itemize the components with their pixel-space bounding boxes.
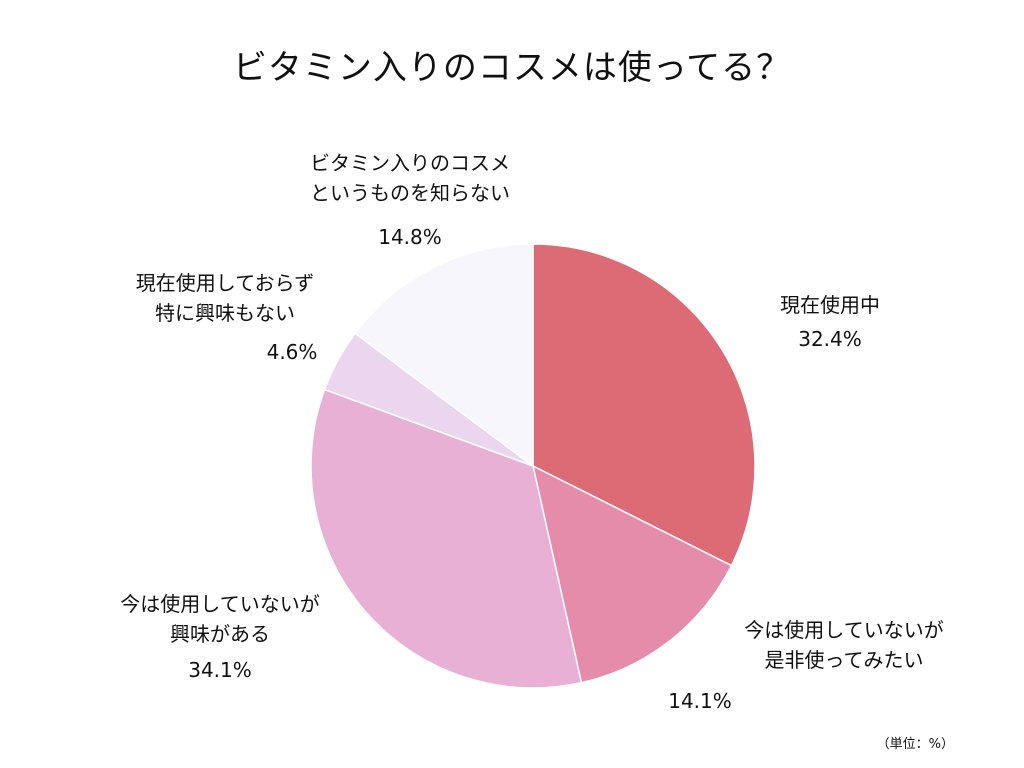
pie-slice-1 <box>531 464 733 684</box>
slice-label-line: ビタミン入りのコスメ <box>310 151 510 175</box>
slice-percent: 14.8% <box>378 225 442 249</box>
pie-slice-4 <box>354 243 534 468</box>
slice-label-interested: 今は使用していないが 興味がある 34.1% <box>90 589 350 685</box>
slice-label-line: 現在使用中 <box>780 293 880 317</box>
slice-percent: 34.1% <box>188 658 252 682</box>
chart-title: ビタミン入りのコスメは使ってる？ <box>232 48 792 88</box>
slice-label-line: 今は使用していないが <box>744 618 944 642</box>
slice-percent-not-interested: 4.6% <box>266 340 318 364</box>
slice-label-line: 今は使用していないが <box>120 592 320 616</box>
slice-label-not-interested: 現在使用しておらず 特に興味もない <box>100 268 350 328</box>
slice-percent-want-to-try: 14.1% <box>668 689 732 713</box>
unit-note: （単位：%） <box>876 737 954 752</box>
slice-label-line: 特に興味もない <box>155 301 295 325</box>
slice-label-currently-using: 現在使用中 32.4% <box>760 290 900 354</box>
slice-label-line: 興味がある <box>170 622 270 646</box>
slice-label-unaware: ビタミン入りのコスメ というものを知らない 14.8% <box>270 148 550 252</box>
slice-label-want-to-try: 今は使用していないが 是非使ってみたい <box>714 615 974 675</box>
slice-percent: 32.4% <box>798 327 862 351</box>
pie-slice-0 <box>532 243 756 567</box>
slice-label-line: というものを知らない <box>310 181 510 205</box>
pie-slice-2 <box>310 388 583 689</box>
slice-label-line: 現在使用しておらず <box>135 271 315 295</box>
slice-label-line: 是非使ってみたい <box>764 648 924 672</box>
